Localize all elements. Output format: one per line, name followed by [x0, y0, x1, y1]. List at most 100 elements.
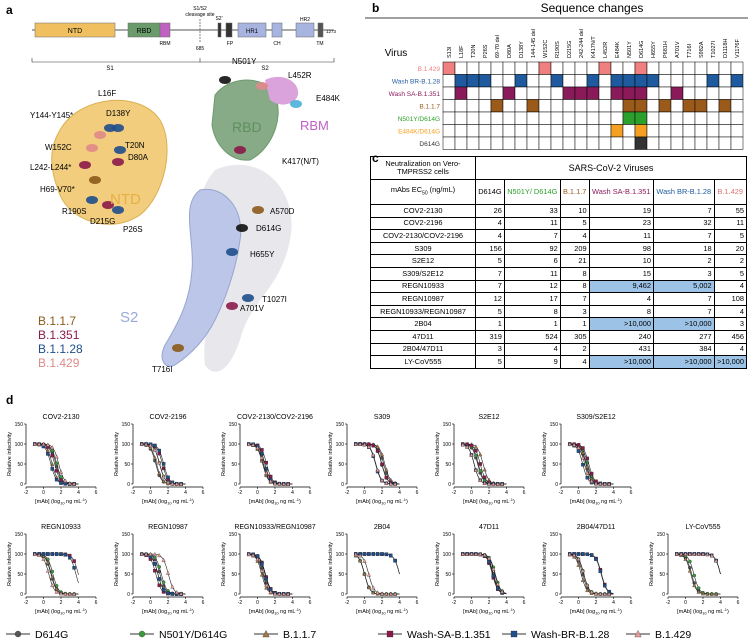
seq-cell: [610, 99, 624, 113]
label: NTD: [68, 28, 82, 35]
x-tick-label: 4: [719, 600, 722, 606]
data-point: [700, 591, 706, 596]
s2-shape: [161, 188, 242, 367]
seq-cell: [538, 124, 552, 138]
data-point: [50, 453, 55, 458]
data-point: [174, 590, 179, 595]
data-point: [166, 475, 170, 480]
ec50-cell: 98: [588, 241, 654, 256]
row-name: 2B04/47D11: [370, 342, 476, 357]
data-point: [500, 481, 505, 486]
seq-cell: [454, 74, 468, 88]
mutation-site: [234, 146, 246, 154]
x-tick-label: 2: [60, 490, 63, 496]
ec-header-part: (ng/mL): [427, 185, 456, 195]
row-name: REGN10987: [370, 292, 476, 306]
legend-label: Wash-SA-B.1.351: [407, 629, 491, 641]
label: cleavage site: [185, 12, 214, 18]
x-tick-label: -2: [238, 600, 243, 606]
x-axis-label: [mAb] (log10 ng mL-1): [570, 607, 622, 616]
x-axis-label-part: ): [406, 609, 408, 615]
lineage-label: B.1.429: [38, 356, 80, 370]
seq-cell: [526, 99, 540, 113]
seq-cell: [658, 111, 672, 125]
data-point: [152, 552, 157, 557]
data-point: [157, 565, 161, 569]
ec50-cell: 319: [475, 329, 505, 344]
data-point: [683, 556, 688, 561]
data-point: [268, 478, 273, 483]
y-tick-label: 0: [20, 482, 23, 488]
x-tick-label: -2: [238, 490, 243, 496]
table-row: 2B04/47D11 3 4 2 431 384 4: [370, 342, 748, 357]
x-axis-label-part: ng mL: [493, 609, 510, 615]
seq-cell: [634, 111, 648, 125]
x-tick-label: 0: [577, 490, 580, 496]
data-point: [486, 556, 492, 561]
table-row: REGN10933/REGN10987 5 8 3 8 7 4: [370, 304, 748, 319]
seq-cell: [646, 136, 660, 150]
data-point: [63, 478, 68, 483]
mutation-label: R190S: [62, 207, 86, 216]
x-tick-label: 6: [416, 490, 419, 496]
x-tick-label: 6: [202, 490, 205, 496]
seq-cell: [634, 124, 648, 138]
x-tick-label: 0: [256, 490, 259, 496]
data-point: [465, 444, 470, 449]
ec50-cell: 17: [503, 292, 561, 306]
seq-cell: [514, 61, 528, 75]
x-axis-label-part: -1: [509, 607, 513, 612]
table-row: REGN10987 12 17 7 4 7 108: [370, 292, 748, 306]
x-tick-label: 0: [42, 600, 45, 606]
y-tick-label: 100: [443, 552, 452, 558]
seq-cell: [490, 61, 504, 75]
data-point: [148, 445, 153, 450]
x-axis-label: [mAb] (log10 ng mL-1): [463, 497, 515, 506]
seq-cell: [694, 99, 708, 113]
mutation-label: T20N: [125, 141, 145, 150]
seq-row-label: D614G: [419, 141, 440, 148]
data-point: [589, 471, 594, 476]
data-point: [251, 442, 256, 447]
x-axis-label-part: ng mL: [65, 609, 82, 615]
seq-cell: [694, 74, 708, 88]
seq-cell: [670, 86, 684, 100]
x-axis-label-part: -1: [295, 497, 299, 502]
seq-cell: [718, 61, 732, 75]
x-axis-label-part: ): [85, 609, 87, 615]
data-point: [692, 573, 697, 578]
x-axis-label-part: 10: [60, 611, 65, 616]
data-point: [157, 553, 162, 558]
x-axis-label-part: -1: [616, 607, 620, 612]
ec50-cell: 384: [652, 342, 715, 357]
ec50-cell: 3: [713, 317, 748, 331]
data-point: [500, 589, 505, 594]
ec50-cell: 8: [559, 279, 590, 294]
seq-cell: [610, 124, 624, 138]
data-point: [41, 556, 46, 561]
x-axis-label-part: ): [299, 499, 301, 505]
seq-cell: [706, 86, 720, 100]
data-point: [692, 551, 697, 556]
data-point: [486, 481, 492, 486]
y-tick-label: 50: [445, 462, 451, 468]
data-point: [179, 481, 184, 486]
y-tick-label: 0: [234, 592, 237, 598]
seq-cell: [682, 74, 696, 88]
data-point: [153, 555, 157, 560]
legend-marker: [510, 630, 518, 638]
x-tick-label: 0: [470, 600, 473, 606]
x-tick-label: 0: [42, 490, 45, 496]
label: S1: [106, 66, 114, 72]
seq-cell: [562, 61, 576, 75]
y-tick-label: 50: [338, 462, 344, 468]
y-axis-label: Relative infectivity: [542, 432, 548, 476]
ec50-cell: 1: [559, 317, 590, 331]
data-point: [384, 475, 389, 480]
ec-header-part: mAbs EC: [390, 185, 423, 195]
rbd-shape: [211, 79, 279, 161]
y-axis-label: Relative infectivity: [7, 542, 13, 586]
data-point: [246, 441, 251, 446]
seq-cell: [622, 74, 636, 88]
data-point: [366, 585, 371, 590]
